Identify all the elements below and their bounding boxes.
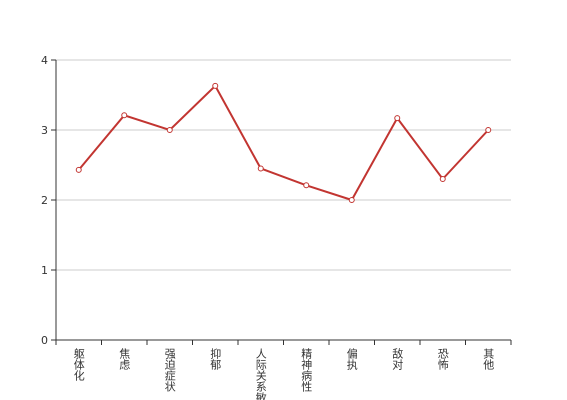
x-tick-label: 其他 xyxy=(482,348,495,370)
point xyxy=(485,127,492,133)
point xyxy=(166,127,173,133)
x-tick-label: 人际关系敏感 xyxy=(254,348,267,400)
point xyxy=(348,197,355,203)
x-tick-label: 抑郁 xyxy=(209,347,222,370)
y-tick-label: 4 xyxy=(41,54,48,67)
point xyxy=(257,165,264,172)
x-tick-label: 恐怖 xyxy=(436,348,449,370)
point xyxy=(212,82,219,89)
y-tick-label: 0 xyxy=(41,334,48,347)
point xyxy=(303,182,310,189)
line xyxy=(77,84,489,202)
point xyxy=(394,115,401,122)
y-tick-label: 1 xyxy=(41,264,48,277)
point xyxy=(75,166,82,173)
x-tick-label: 躯体化 xyxy=(72,348,85,382)
x-tick-label: 焦虑 xyxy=(118,348,131,370)
y-tick-label: 2 xyxy=(41,194,48,207)
x-tick-label: 精神病性 xyxy=(300,348,313,393)
x-tick-label: 强迫症状 xyxy=(163,348,176,392)
x-tick-label: 敌对 xyxy=(391,347,404,370)
x-tick-label: 偏执 xyxy=(345,347,358,371)
point xyxy=(121,112,128,119)
point xyxy=(439,176,446,182)
y-tick-label: 3 xyxy=(41,124,48,137)
